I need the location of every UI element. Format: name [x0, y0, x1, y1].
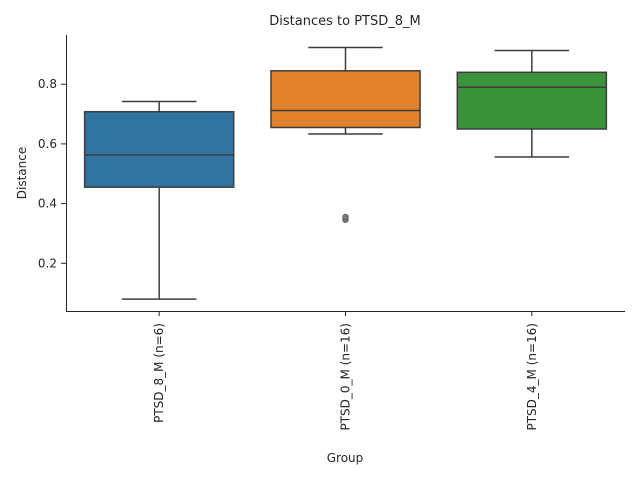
y-axis-label: Distance: [15, 147, 29, 199]
iqr-box: [83, 110, 235, 188]
iqr-box: [456, 71, 608, 130]
y-tick-label: 0.4: [38, 197, 57, 211]
y-tick-label: 0.2: [38, 256, 57, 270]
x-tick-label: PTSD_0_M (n=16): [339, 323, 353, 431]
x-tick-label: PTSD_8_M (n=6): [152, 323, 166, 423]
x-axis-ticks: PTSD_8_M (n=6) PTSD_0_M (n=16) PTSD_4_M (n…: [152, 311, 539, 431]
box-group: [456, 49, 608, 158]
x-axis-label: Group: [327, 451, 364, 465]
y-tick-label: 0.8: [38, 77, 57, 91]
box-groups: [83, 46, 608, 300]
box-group: [83, 100, 235, 300]
y-axis-ticks: 0.2 0.4 0.6 0.8: [38, 77, 66, 270]
chart-title: Distances to PTSD_8_M: [269, 14, 420, 29]
outlier-point: [342, 213, 349, 221]
x-tick-label: PTSD_4_M (n=16): [525, 323, 539, 431]
y-tick-label: 0.6: [38, 137, 57, 151]
iqr-box: [270, 70, 421, 129]
box-group: [270, 46, 421, 223]
